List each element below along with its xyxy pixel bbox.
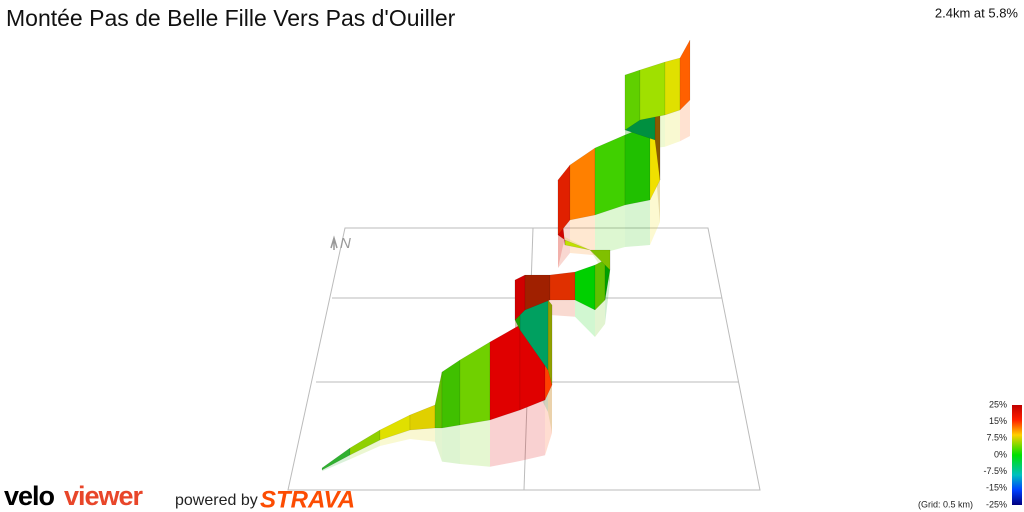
ribbon-segment	[489, 324, 521, 421]
grid-note: (Grid: 0.5 km)	[918, 499, 973, 509]
compass-label: N	[340, 235, 351, 252]
ribbon-segment	[434, 371, 443, 429]
ribbon-reflection	[460, 420, 490, 467]
gradient-scale	[1012, 405, 1022, 505]
ribbon-segment	[441, 359, 461, 429]
ribbon-segment	[549, 271, 576, 301]
ribbon-reflection	[595, 300, 605, 337]
elevation-ribbon	[321, 39, 691, 472]
ribbon-reflection	[350, 440, 380, 460]
ribbon-segment	[624, 69, 641, 131]
legend-label: -15%	[986, 483, 1007, 493]
ribbon-reflection	[410, 428, 435, 442]
legend-label: 25%	[989, 399, 1007, 409]
ribbon-reflection	[665, 110, 680, 147]
ribbon-reflection	[575, 300, 595, 337]
ribbon-segment	[547, 299, 553, 386]
ribbon-reflection	[650, 180, 660, 245]
ribbon-reflection	[680, 100, 690, 142]
ribbon-reflection	[520, 400, 545, 461]
strava-logo: STRAVA	[260, 486, 355, 512]
brand-viewer: viewer	[64, 481, 144, 511]
ribbon-segment	[639, 61, 666, 121]
compass-arrow	[330, 235, 338, 250]
ribbon-reflection	[565, 237, 590, 250]
ribbon-reflection	[550, 300, 575, 317]
title: Montée Pas de Belle Fille Vers Pas d'Oui…	[6, 5, 456, 31]
powered-by: powered by	[175, 492, 258, 509]
ribbon-segment	[569, 147, 596, 221]
ribbon-segment	[409, 404, 436, 431]
grid-outline	[287, 227, 761, 491]
legend-label: 15%	[989, 416, 1007, 426]
ribbon-reflection	[435, 428, 442, 462]
ribbon-reflection	[545, 385, 552, 456]
ribbon-reflection	[380, 430, 410, 446]
ribbon-segment	[679, 39, 691, 111]
ribbon-reflection	[322, 455, 350, 472]
ribbon-reflection	[595, 205, 625, 256]
summary: 2.4km at 5.8%	[935, 5, 1019, 20]
ribbon-reflection	[570, 215, 595, 256]
ribbon-reflection	[442, 425, 460, 464]
legend-label: -7.5%	[983, 466, 1007, 476]
ribbon-segment	[459, 341, 491, 426]
legend-label: -25%	[986, 499, 1007, 509]
legend-label: 0%	[994, 449, 1007, 459]
ribbon-reflection	[558, 235, 565, 268]
ribbon-reflection	[605, 270, 610, 324]
ribbon-reflection	[625, 200, 650, 247]
legend: 25% 15% 7.5% 0% -7.5% -15% -25%	[983, 399, 1007, 509]
ribbon-segment	[664, 57, 681, 116]
brand-velo: velo	[4, 481, 55, 511]
ribbon-segment	[594, 134, 626, 216]
ribbon-reflection	[490, 410, 520, 467]
legend-label: 7.5%	[986, 433, 1007, 443]
ribbon-segment	[589, 249, 611, 271]
